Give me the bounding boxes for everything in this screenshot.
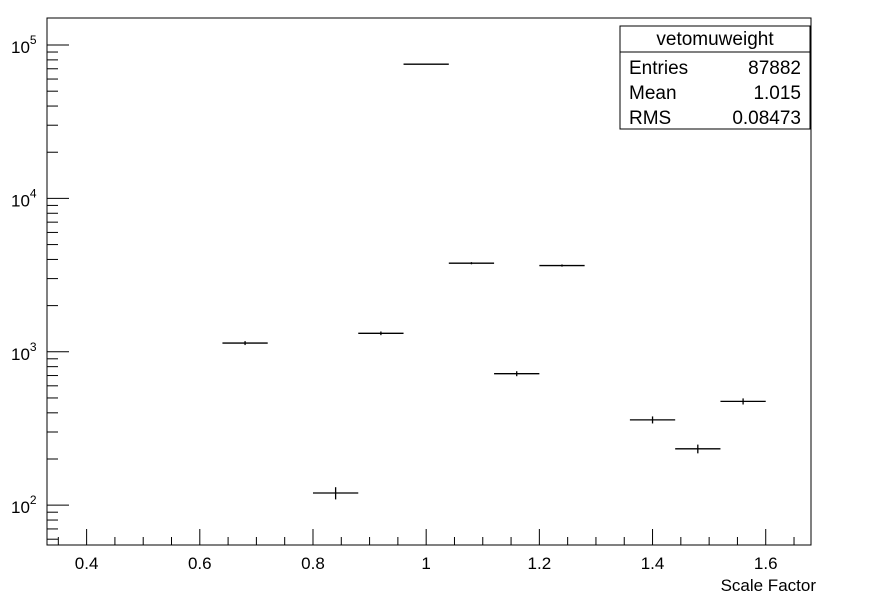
x-tick-label: 1 xyxy=(421,554,430,573)
y-axis: 102 103 104 105 xyxy=(11,33,69,540)
data-point xyxy=(222,341,268,346)
plot-frame xyxy=(46,17,812,546)
y-tick-exponent: 2 xyxy=(30,493,37,507)
y-tick-label: 102 xyxy=(11,493,37,517)
x-axis-title: Scale Factor xyxy=(721,576,817,595)
x-tick-label: 0.4 xyxy=(75,554,99,573)
y-tick-exponent: 5 xyxy=(30,33,37,47)
y-tick-label: 105 xyxy=(11,33,37,57)
y-tick-label: 103 xyxy=(11,340,37,364)
data-point xyxy=(312,487,359,500)
x-axis: 0.4 0.6 0.8 1 1.2 1.4 1.6 xyxy=(57,529,795,573)
data-point xyxy=(494,371,540,377)
stats-rms-label: RMS xyxy=(629,108,671,129)
stats-entries-label: Entries xyxy=(629,58,688,79)
stats-box-frame xyxy=(619,25,811,130)
x-tick-label: 0.6 xyxy=(188,554,212,573)
x-tick-label: 1.2 xyxy=(528,554,552,573)
x-tick-label: 1.4 xyxy=(641,554,665,573)
y-tick-exponent: 4 xyxy=(30,186,37,200)
data-point xyxy=(675,444,721,454)
y-tick-label: 104 xyxy=(11,186,37,210)
data-point xyxy=(448,262,495,265)
data-point xyxy=(629,416,676,424)
data-point xyxy=(358,331,404,336)
x-tick-label: 1.6 xyxy=(754,554,778,573)
stats-mean-value: 1.015 xyxy=(753,83,801,104)
data-markers xyxy=(222,63,766,500)
stats-box: vetomuweight Entries 87882 Mean 1.015 RM… xyxy=(619,25,811,130)
data-point xyxy=(539,264,585,267)
stats-rms-value: 0.08473 xyxy=(732,108,801,129)
data-point xyxy=(720,398,766,405)
y-tick-exponent: 3 xyxy=(30,340,37,354)
x-tick-label: 0.8 xyxy=(301,554,325,573)
stats-entries-value: 87882 xyxy=(748,58,801,79)
stats-title: vetomuweight xyxy=(656,29,774,50)
stats-mean-label: Mean xyxy=(629,83,677,104)
